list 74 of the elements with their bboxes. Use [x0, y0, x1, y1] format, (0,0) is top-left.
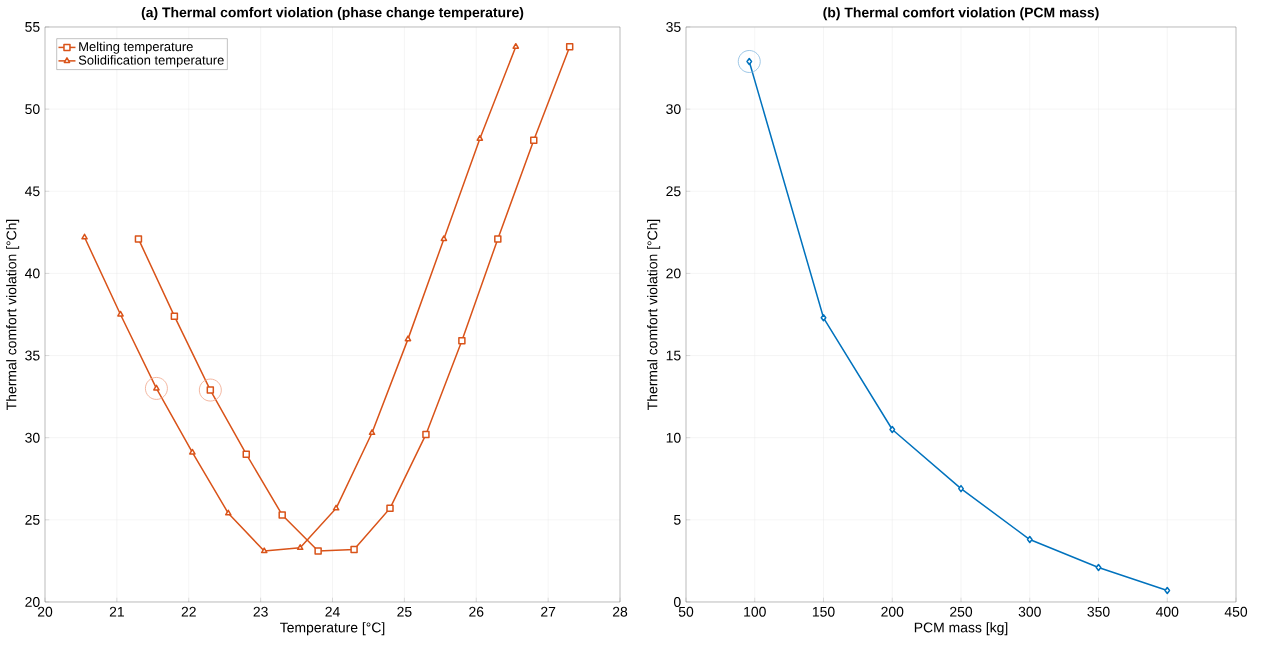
point [458, 337, 466, 345]
point [332, 504, 340, 511]
y-tick-label: 45 [24, 186, 40, 197]
point [958, 484, 965, 493]
point [242, 450, 251, 458]
point [565, 42, 574, 51]
x-tick-label: 24 [325, 606, 340, 617]
chart-title: (b) Thermal comfort violation (PCM mass) [823, 7, 1099, 21]
y-tick-label: 30 [666, 104, 681, 115]
point [512, 42, 520, 49]
point [117, 310, 124, 317]
y-tick-label: 40 [24, 268, 40, 279]
y-tick-label: 50 [25, 104, 40, 115]
point [1026, 535, 1033, 544]
legend-label: Melting temperature [79, 41, 193, 54]
point [530, 136, 538, 145]
x-axis-title: PCM mass [kg] [914, 622, 1008, 636]
point [134, 235, 143, 243]
y-tick-label: 10 [666, 432, 681, 443]
point [278, 511, 286, 519]
point [189, 448, 196, 455]
y-tick-label: 35 [25, 350, 40, 361]
point [296, 544, 304, 551]
y-tick-label: 30 [25, 432, 40, 443]
x-tick-label: 21 [109, 606, 124, 617]
x-tick-label: 150 [812, 606, 835, 617]
point [1095, 563, 1102, 572]
point [422, 430, 430, 439]
x-tick-label: 20 [37, 606, 53, 617]
point [404, 335, 412, 342]
point [198, 378, 222, 402]
point [737, 50, 761, 73]
point [440, 235, 448, 242]
y-tick-label: 5 [673, 514, 681, 525]
point [145, 377, 168, 400]
y-tick-label: 15 [666, 350, 681, 361]
x-tick-label: 250 [950, 606, 973, 617]
point [368, 429, 376, 436]
x-tick-label: 450 [1224, 606, 1248, 617]
point [386, 504, 394, 513]
x-tick-label: 300 [1018, 606, 1041, 617]
x-axis-title: Temperature [°C] [280, 622, 385, 636]
y-tick-label: 0 [673, 597, 681, 607]
y-axis-title: Thermal comfort violation [°Ch] [647, 219, 661, 410]
x-tick-label: 100 [744, 606, 766, 617]
x-tick-label: 200 [881, 606, 904, 617]
x-tick-label: 23 [253, 606, 268, 617]
point [224, 509, 232, 516]
point [350, 545, 358, 554]
point [820, 314, 827, 322]
point [170, 312, 179, 320]
y-tick-label: 20 [25, 597, 40, 607]
x-tick-label: 26 [469, 606, 484, 617]
legend-label: Solidification temperature [78, 55, 224, 68]
point [494, 235, 502, 243]
x-tick-label: 25 [397, 606, 412, 617]
y-tick-label: 35 [666, 22, 681, 32]
point [1164, 586, 1171, 595]
chart-title: (a) Thermal comfort violation (phase change temperature) [141, 7, 524, 21]
x-tick-label: 400 [1155, 606, 1179, 617]
y-tick-label: 20 [666, 268, 681, 279]
y-tick-label: 55 [25, 22, 40, 32]
x-tick-label: 27 [541, 606, 556, 617]
point [260, 547, 268, 554]
x-tick-label: 350 [1087, 606, 1110, 617]
point [889, 425, 896, 434]
y-tick-label: 25 [25, 514, 40, 525]
x-tick-label: 28 [612, 606, 628, 617]
y-axis-title: Thermal comfort violation [°Ch] [6, 219, 20, 410]
x-tick-label: 22 [181, 606, 196, 617]
point [476, 134, 484, 141]
y-tick-label: 25 [666, 186, 681, 197]
point [81, 233, 88, 240]
point [314, 547, 322, 555]
